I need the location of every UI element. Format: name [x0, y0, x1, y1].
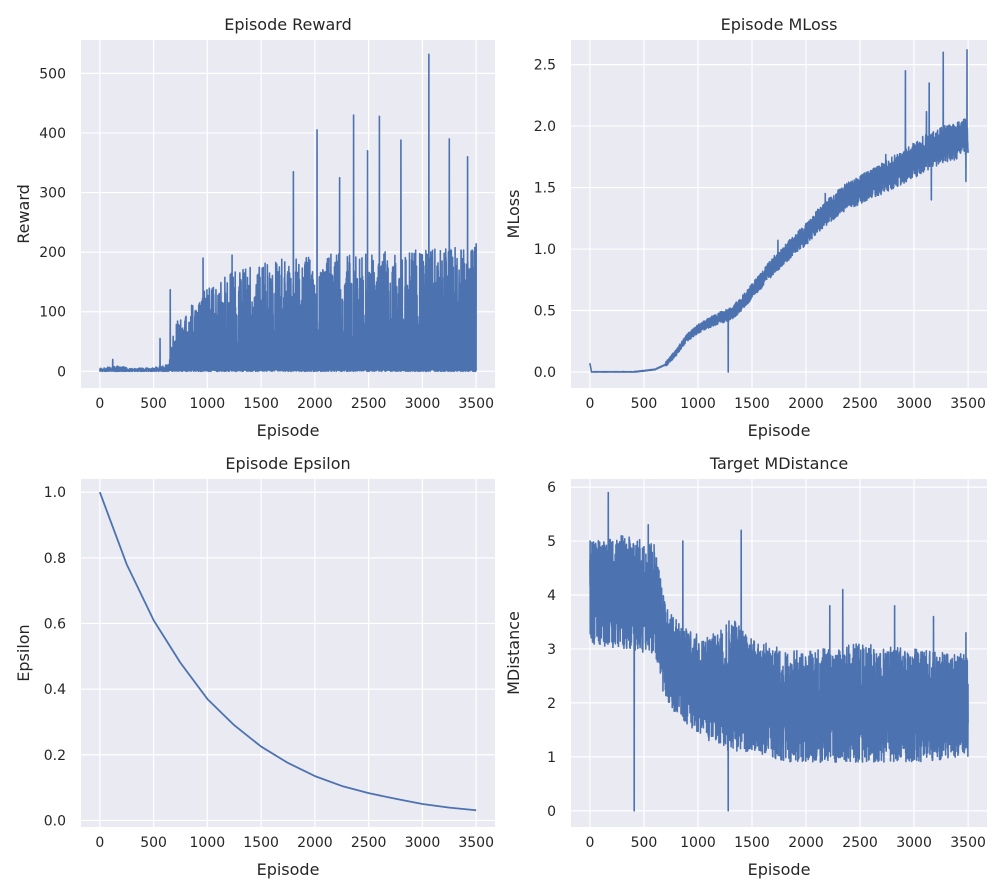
chart-title: Episode Reward	[224, 15, 352, 34]
x-tick-label: 2500	[351, 396, 387, 412]
series-line	[589, 49, 969, 373]
x-tick-label: 2500	[842, 396, 878, 412]
y-tick-label: 0.0	[534, 365, 556, 381]
plot-area	[571, 40, 987, 388]
x-tick-label: 2000	[297, 835, 333, 851]
x-tick-label: 2000	[297, 396, 333, 412]
epsilon-chart: 0 500 1000 1500 2000 2500 3000 3500 0.0 0.2 0.4 0.6…	[14, 454, 495, 879]
x-tick-label: 3000	[405, 396, 441, 412]
y-tick-label: 0.8	[44, 551, 66, 567]
x-tick-label: 1000	[680, 396, 716, 412]
mloss-chart: 0 500 1000 1500 2000 2500 3000 3500 0.0 0.5 1.0 1.5…	[504, 15, 987, 440]
y-axis-label: Epsilon	[14, 624, 33, 681]
y-tick-label: 500	[39, 66, 66, 82]
y-tick-label: 200	[39, 245, 66, 261]
x-tick-label: 500	[631, 835, 658, 851]
y-tick-label: 1.0	[44, 485, 66, 501]
y-tick-label: 1.0	[534, 242, 556, 258]
y-axis-label: MDistance	[504, 611, 523, 695]
x-tick-label: 2500	[351, 835, 387, 851]
x-tick-label: 3500	[458, 835, 494, 851]
chart-title: Episode MLoss	[721, 15, 838, 34]
y-tick-label: 5	[547, 534, 556, 550]
y-tick-label: 2	[547, 696, 556, 712]
x-tick-label: 1500	[243, 835, 279, 851]
y-tick-label: 0.5	[534, 304, 556, 320]
x-axis-label: Episode	[257, 421, 320, 440]
y-axis-label: Reward	[14, 184, 33, 244]
x-tick-label: 500	[631, 396, 658, 412]
series-line	[99, 53, 477, 373]
x-tick-label: 500	[140, 835, 167, 851]
x-tick-label: 0	[585, 835, 594, 851]
x-tick-label: 3000	[896, 835, 932, 851]
chart-title: Episode Epsilon	[225, 454, 350, 473]
y-tick-label: 1.5	[534, 181, 556, 197]
y-tick-label: 4	[547, 588, 556, 604]
plot-area	[81, 479, 495, 827]
y-axis-label: MLoss	[504, 190, 523, 239]
y-tick-label: 0.0	[44, 813, 66, 829]
y-tick-label: 0	[547, 804, 556, 820]
x-tick-label: 3500	[950, 396, 986, 412]
y-tick-label: 100	[39, 305, 66, 321]
x-tick-label: 2000	[788, 835, 824, 851]
x-tick-label: 1000	[190, 835, 226, 851]
x-tick-label: 3000	[896, 396, 932, 412]
x-tick-label: 2000	[788, 396, 824, 412]
series-line	[589, 491, 969, 812]
x-tick-label: 0	[95, 396, 104, 412]
x-axis-label: Episode	[748, 421, 811, 440]
x-tick-label: 3500	[950, 835, 986, 851]
x-tick-label: 1500	[243, 396, 279, 412]
mdistance-chart: 0 500 1000 1500 2000 2500 3000 3500 0 1 2 3 4 5 6 Targe…	[504, 454, 987, 879]
chart-title: Target MDistance	[709, 454, 848, 473]
x-tick-label: 3000	[405, 835, 441, 851]
y-tick-label: 0.6	[44, 616, 66, 632]
x-tick-label: 1000	[680, 835, 716, 851]
y-tick-label: 1	[547, 750, 556, 766]
series-line	[98, 491, 477, 812]
y-tick-label: 0.2	[44, 748, 66, 764]
x-tick-label: 1500	[734, 835, 770, 851]
y-tick-label: 2.0	[534, 119, 556, 135]
x-axis-label: Episode	[748, 860, 811, 879]
x-tick-label: 0	[585, 396, 594, 412]
y-tick-label: 6	[547, 480, 556, 496]
x-tick-label: 1000	[190, 396, 226, 412]
y-tick-label: 0	[57, 364, 66, 380]
y-tick-label: 300	[39, 186, 66, 202]
reward-chart: 0 500 1000 1500 2000 2500 3000 3500 0 100 200 300 40…	[14, 15, 495, 440]
y-tick-label: 2.5	[534, 58, 556, 74]
y-tick-label: 400	[39, 126, 66, 142]
y-tick-label: 3	[547, 642, 556, 658]
x-tick-label: 3500	[458, 396, 494, 412]
x-tick-label: 2500	[842, 835, 878, 851]
x-axis-label: Episode	[257, 860, 320, 879]
x-tick-label: 0	[95, 835, 104, 851]
y-tick-label: 0.4	[44, 682, 66, 698]
x-tick-label: 1500	[734, 396, 770, 412]
x-tick-label: 500	[140, 396, 167, 412]
